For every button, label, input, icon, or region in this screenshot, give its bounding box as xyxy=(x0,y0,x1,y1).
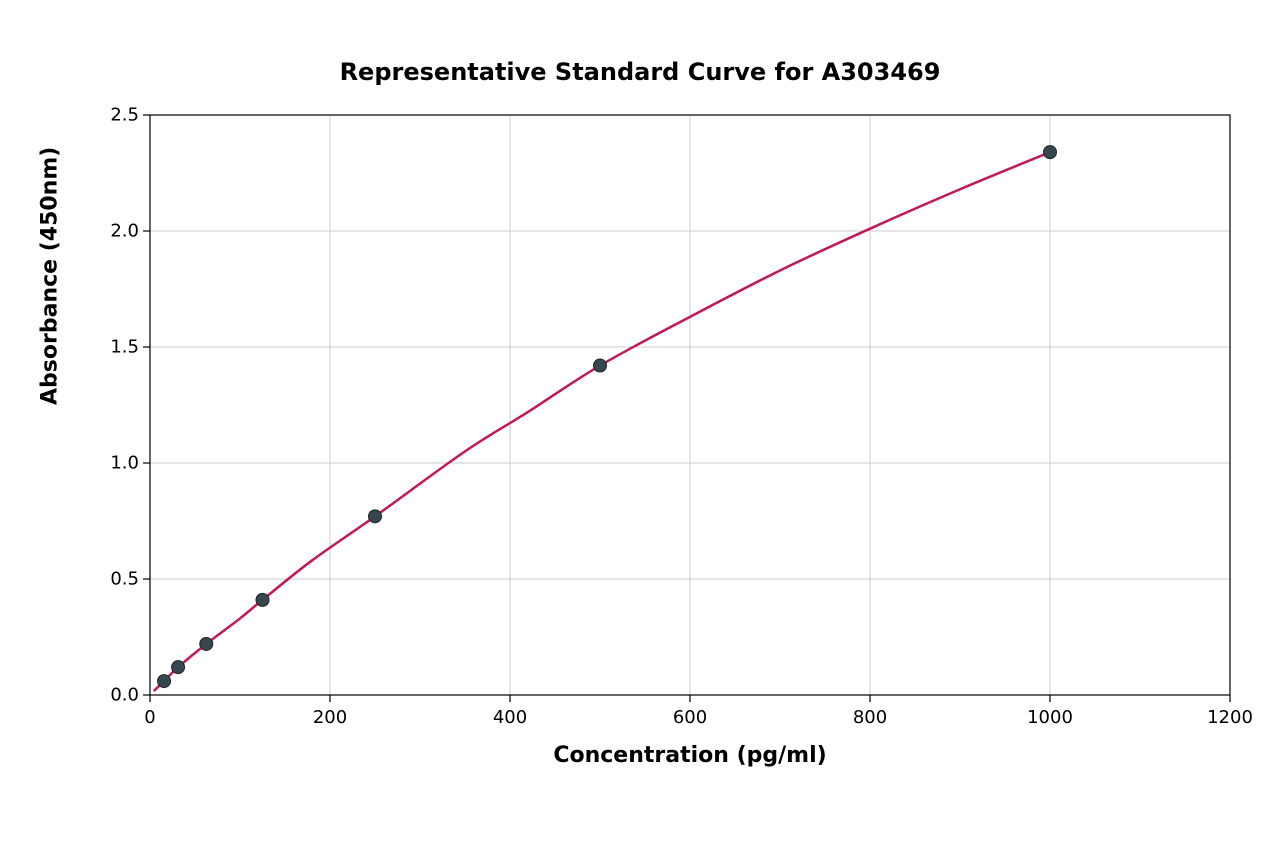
x-tick-label: 800 xyxy=(853,707,887,728)
x-axis-label: Concentration (pg/ml) xyxy=(553,743,826,768)
y-tick-label: 1.0 xyxy=(105,453,139,474)
chart-container: Representative Standard Curve for A30346… xyxy=(0,0,1280,845)
y-tick-label: 2.0 xyxy=(105,221,139,242)
y-tick-label: 2.5 xyxy=(105,105,139,126)
y-tick-label: 0.5 xyxy=(105,569,139,590)
chart-svg xyxy=(0,0,1280,845)
y-tick-label: 0.0 xyxy=(105,685,139,706)
x-tick-label: 1000 xyxy=(1027,707,1073,728)
x-tick-label: 400 xyxy=(493,707,527,728)
x-tick-label: 600 xyxy=(673,707,707,728)
y-tick-label: 1.5 xyxy=(105,337,139,358)
x-tick-label: 200 xyxy=(313,707,347,728)
x-tick-label: 1200 xyxy=(1207,707,1253,728)
x-tick-label: 0 xyxy=(144,707,155,728)
chart-title: Representative Standard Curve for A30346… xyxy=(0,58,1280,86)
